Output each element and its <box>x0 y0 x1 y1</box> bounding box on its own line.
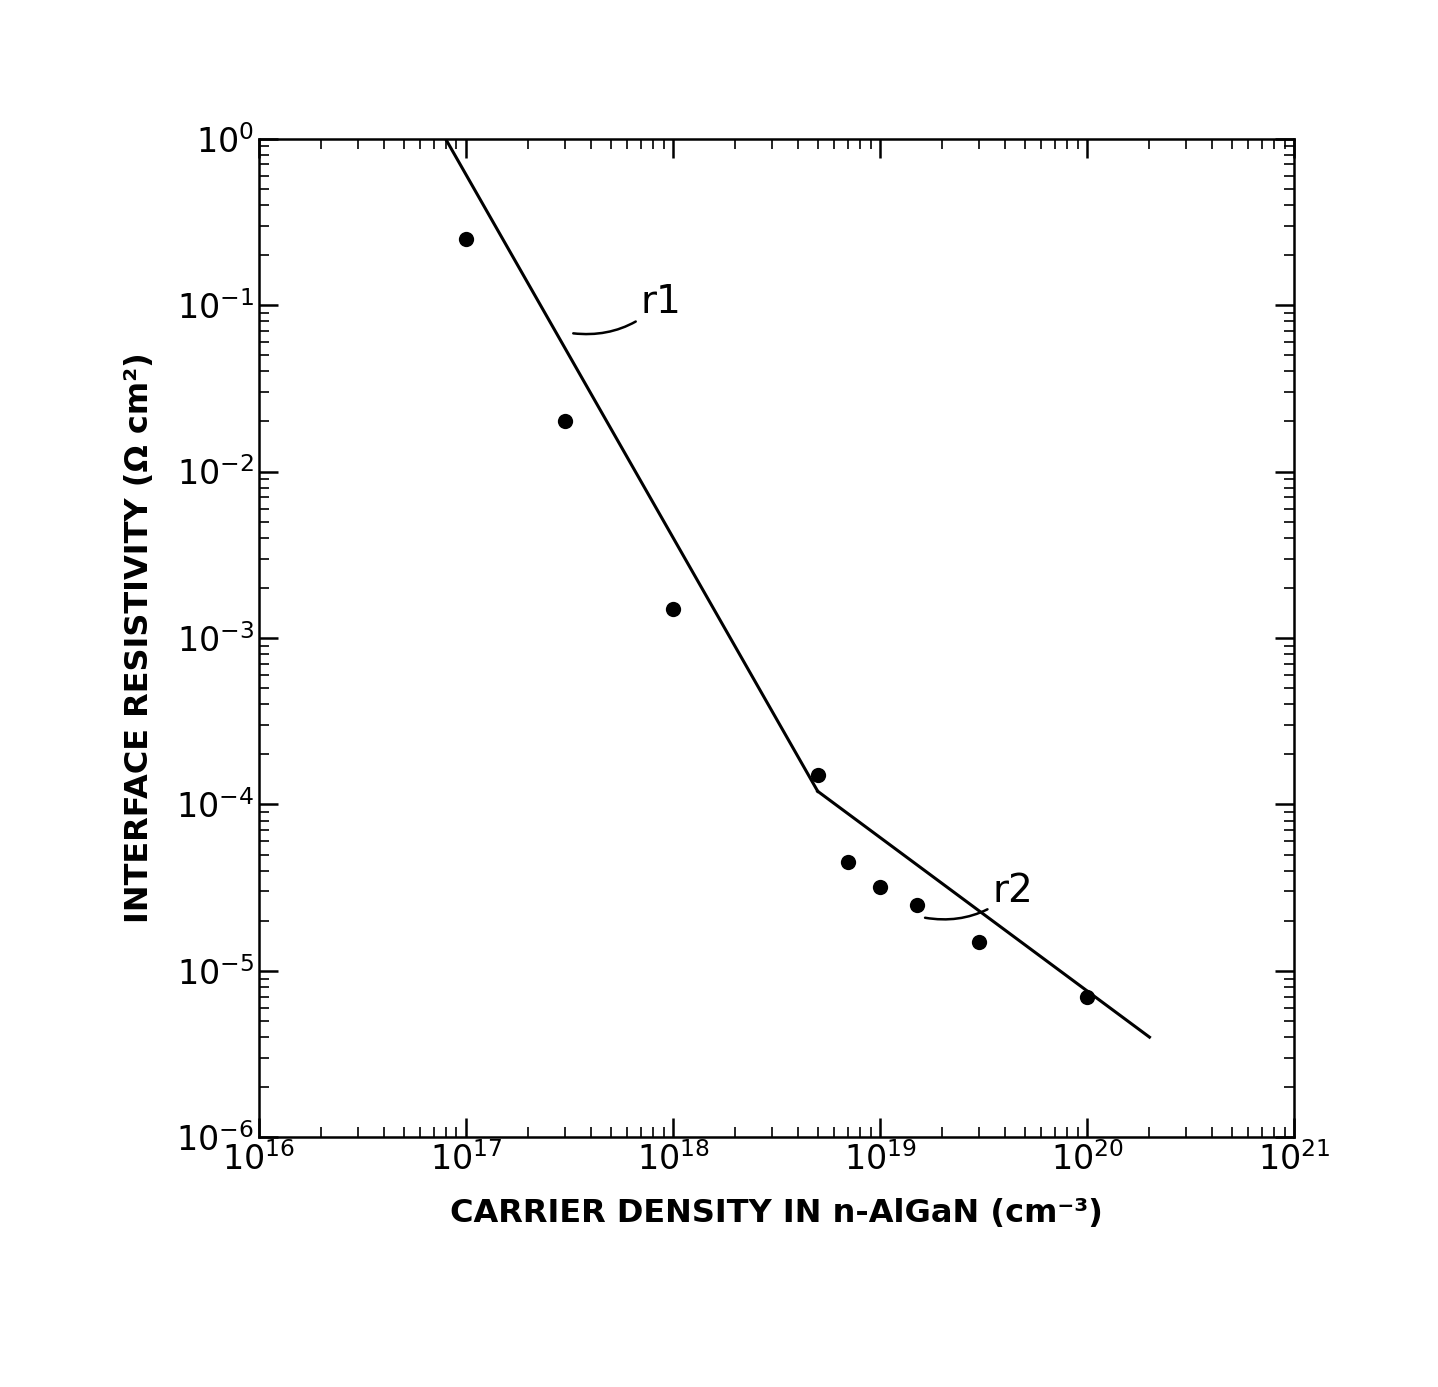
Text: r1: r1 <box>574 283 682 334</box>
Text: r2: r2 <box>925 872 1034 920</box>
X-axis label: CARRIER DENSITY IN n-AlGaN (cm⁻³): CARRIER DENSITY IN n-AlGaN (cm⁻³) <box>450 1198 1103 1229</box>
Y-axis label: INTERFACE RESISTIVITY (Ω cm²): INTERFACE RESISTIVITY (Ω cm²) <box>124 352 155 924</box>
